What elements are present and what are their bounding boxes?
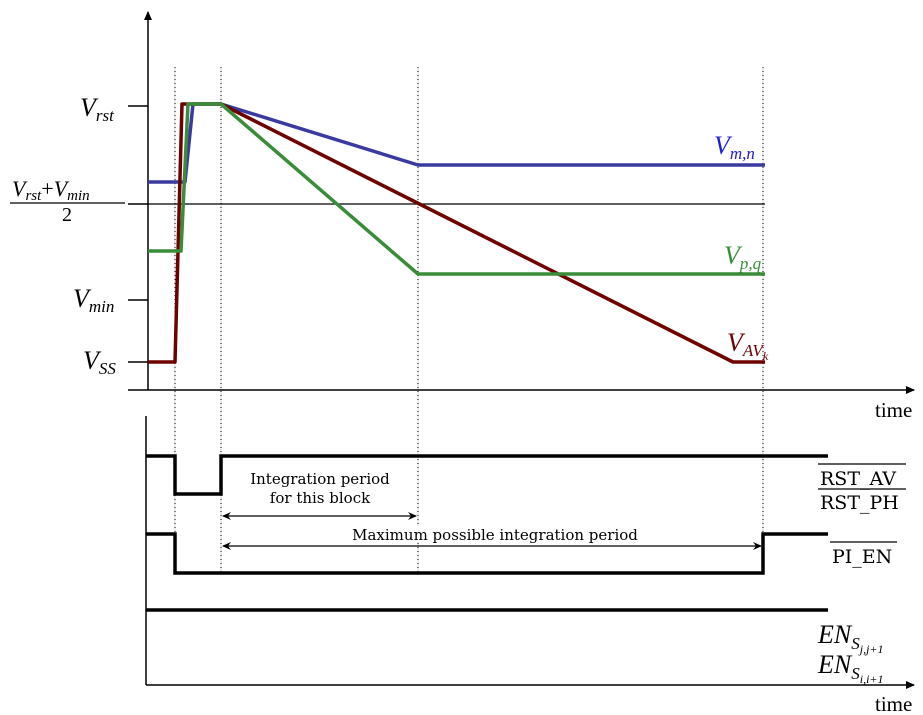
label-v-ss: VSS — [83, 346, 116, 378]
signal-pi-en — [146, 532, 828, 575]
timing-x-axis-label: time — [875, 692, 912, 715]
svg-text:2: 2 — [62, 204, 72, 226]
integration-period-label-1: Integration period — [250, 470, 390, 488]
voltage-axes — [128, 11, 915, 394]
label-pi-en: PI_EN — [830, 541, 897, 568]
label-rst-av: RST_AV — [818, 463, 906, 490]
label-v-min: Vmin — [73, 284, 114, 316]
trace-v-p-q — [148, 102, 765, 276]
svg-text:RST_PH: RST_PH — [820, 492, 899, 514]
max-integration-label: Maximum possible integration period — [352, 526, 638, 544]
label-v-mid: Vrst+Vmin 2 — [10, 176, 125, 226]
label-v-rst: Vrst — [80, 93, 115, 125]
label-en-j: ENSj,j+1 — [817, 620, 884, 656]
svg-text:RST_AV: RST_AV — [820, 468, 896, 490]
timing-axes — [145, 416, 915, 689]
label-v-m-n: Vm,n — [714, 131, 755, 163]
time-guides — [174, 67, 764, 575]
label-v-p-q: Vp,q — [724, 241, 762, 273]
svg-text:PI_EN: PI_EN — [832, 546, 892, 568]
label-rst-ph: RST_PH — [818, 488, 906, 514]
svg-text:Vrst+Vmin: Vrst+Vmin — [12, 176, 90, 204]
signal-rst — [146, 454, 828, 496]
label-v-av-k: VAVk — [727, 328, 769, 363]
integration-period-label-2: for this block — [270, 489, 371, 507]
label-en-i: ENSi,i+1 — [817, 650, 884, 686]
trace-v-av-k — [148, 102, 765, 364]
voltage-x-axis-label: time — [875, 398, 912, 422]
